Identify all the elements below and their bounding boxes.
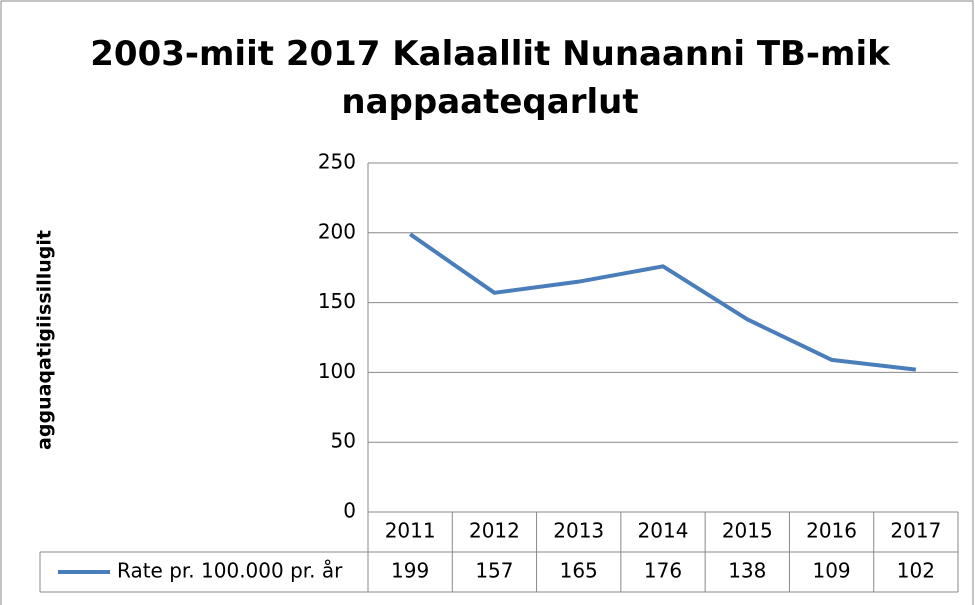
x-tick-label: 2012 [469,519,520,543]
x-tick-label: 2013 [553,519,604,543]
y-tick-label: 50 [331,429,356,453]
x-tick-label: 2017 [890,519,941,543]
legend-label: Rate pr. 100.000 pr. år [117,559,343,583]
data-table-value: 176 [644,559,682,583]
chart-title: 2003-miit 2017 Kalaallit Nunaanni TB-mik… [90,34,890,122]
series-line [409,232,917,372]
data-table-value: 199 [391,559,429,583]
data-table-value: 138 [728,559,766,583]
x-tick-label: 2011 [385,519,436,543]
data-table-value: 109 [812,559,850,583]
data-table-value: 102 [897,559,935,583]
data-table-value: 165 [560,559,598,583]
data-table-value: 157 [475,559,513,583]
y-tick-label: 100 [318,359,356,383]
y-tick-label: 0 [343,499,356,523]
y-axis-label: agguaqatigiissillugit [34,230,56,450]
x-tick-label: 2015 [722,519,773,543]
y-tick-label: 200 [318,219,356,243]
y-tick-label: 250 [318,150,356,174]
x-tick-label: 2014 [638,519,689,543]
y-tick-label: 150 [318,289,356,313]
x-tick-label: 2016 [806,519,857,543]
